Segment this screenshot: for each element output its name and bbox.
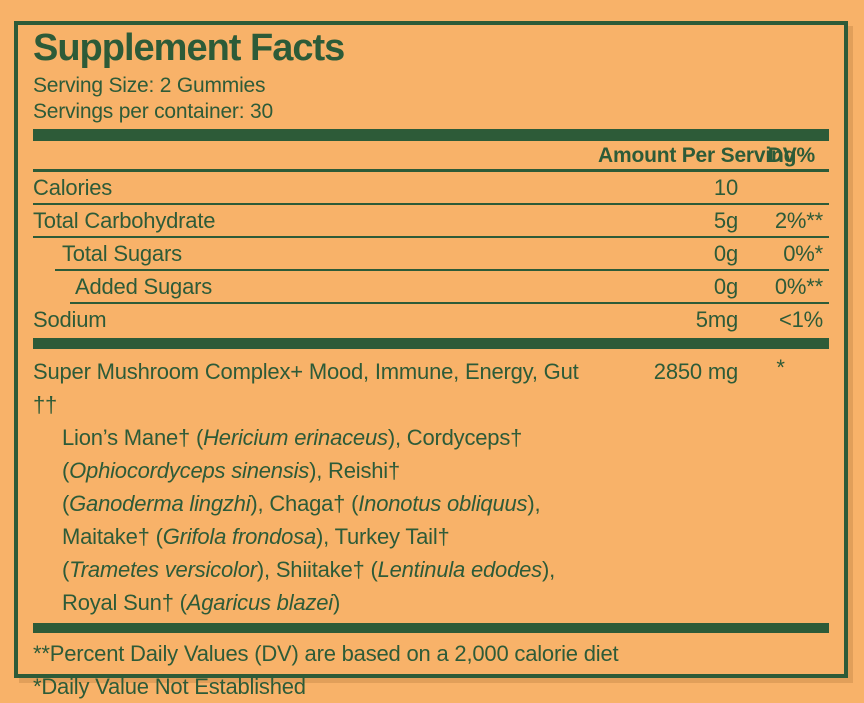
nutrient-row: Total Sugars 0g 0%* [33,238,829,269]
nutrient-label: Total Carbohydrate [33,208,216,233]
nutrient-amount: 5mg [695,307,738,332]
ingredient-section: Super Mushroom Complex+ Mood, Immune, En… [33,349,829,623]
ingredient-text: ( [62,491,70,516]
ingredient-text: ( [62,458,70,483]
species-name: Inonotus obliquus [358,491,528,516]
footnotes: **Percent Daily Values (DV) are based on… [33,637,829,703]
nutrient-row: Added Sugars 0g 0%** [33,271,829,302]
nutrient-rows: Calories 10 Total Carbohydrate 5g 2%** Total … [33,172,829,335]
nutrient-label: Calories [33,175,113,200]
supplement-facts-panel: Supplement Facts Serving Size: 2 Gummies… [14,21,848,699]
species-name: Ganoderma lingzhi [69,491,251,516]
nutrient-dv: 0%** [774,274,823,299]
table-header-row: Amount Per Serving DV% [33,142,829,169]
ingredient-text: Royal Sun† ( [62,590,187,615]
ingredient-text: ), [541,557,556,582]
footnote: *Daily Value Not Established [33,674,306,699]
ingredient-text: ), Reishi† [309,458,401,483]
ingredient-species-lines: Lion’s Mane† (Hericium erinaceus), Cordy… [33,421,829,619]
ingredient-text: ), Shiitake† ( [256,557,378,582]
panel-title: Supplement Facts [33,27,345,69]
species-name: Lentinula edodes [377,557,543,582]
divider-thick-top [33,129,829,141]
nutrient-amount: 0g [713,241,738,266]
header-separator [33,169,829,172]
ingredient-line: Maitake† (Grifola frondosa), Turkey Tail… [33,520,829,553]
nutrient-amount: 10 [713,175,738,200]
row-separator [33,203,829,205]
footnote: **Percent Daily Values (DV) are based on… [33,641,619,666]
serving-size-text: Serving Size: 2 Gummies [33,74,266,97]
nutrient-label: Added Sugars [75,274,213,299]
ingredient-line: (Trametes versicolor), Shiitake† (Lentin… [33,553,829,586]
ingredient-text: Super Mushroom Complex+ Mood, Immune, En… [33,359,579,417]
nutrient-label: Total Sugars [62,241,182,266]
dv-column-header: DV% [767,144,815,167]
species-name: Trametes versicolor [69,557,257,582]
ingredient-line: Royal Sun† (Agaricus blazei) [33,586,829,619]
ingredient-line: (Ophiocordyceps sinensis), Reishi† [33,454,829,487]
ingredient-text: ), Chaga† ( [250,491,359,516]
species-name: Agaricus blazei [186,590,333,615]
ingredient-name: Super Mushroom Complex+ Mood, Immune, En… [33,355,598,421]
ingredient-text: ), [527,491,541,516]
ingredient-text: ), Turkey Tail† [316,524,450,549]
ingredient-amount: 2850 mg [653,359,738,384]
ingredient-text: Lion’s Mane† ( [62,425,204,450]
servings-per-container-text: Servings per container: 30 [33,100,273,123]
nutrient-row: Calories 10 [33,172,829,203]
amount-column-header: Amount Per Serving [598,144,797,167]
species-name: Hericium erinaceus [203,425,388,450]
nutrient-dv: 2%** [774,208,823,233]
species-name: Ophiocordyceps sinensis [69,458,310,483]
ingredient-text: ) [332,590,341,615]
ingredient-line: Lion’s Mane† (Hericium erinaceus), Cordy… [33,421,829,454]
nutrient-row: Sodium 5mg <1% [33,304,829,335]
nutrient-dv: 0%* [783,241,823,266]
ingredient-name-row: Super Mushroom Complex+ Mood, Immune, En… [33,355,829,421]
row-separator [70,302,829,304]
nutrient-amount: 0g [713,274,738,299]
ingredient-text: ( [62,557,70,582]
ingredient-text: Maitake† ( [62,524,163,549]
nutrient-dv: <1% [778,307,823,332]
ingredient-text: ), Cordyceps† [387,425,523,450]
nutrient-row: Total Carbohydrate 5g 2%** [33,205,829,236]
divider-thick-mid [33,338,829,349]
nutrient-label: Sodium [33,307,107,332]
row-separator [55,269,829,271]
divider-thick-bottom [33,623,829,633]
row-separator [33,236,829,238]
ingredient-dv-asterisk: * [776,355,785,380]
ingredient-line: (Ganoderma lingzhi), Chaga† (Inonotus ob… [33,487,829,520]
nutrient-amount: 5g [713,208,738,233]
species-name: Grifola frondosa [162,524,317,549]
